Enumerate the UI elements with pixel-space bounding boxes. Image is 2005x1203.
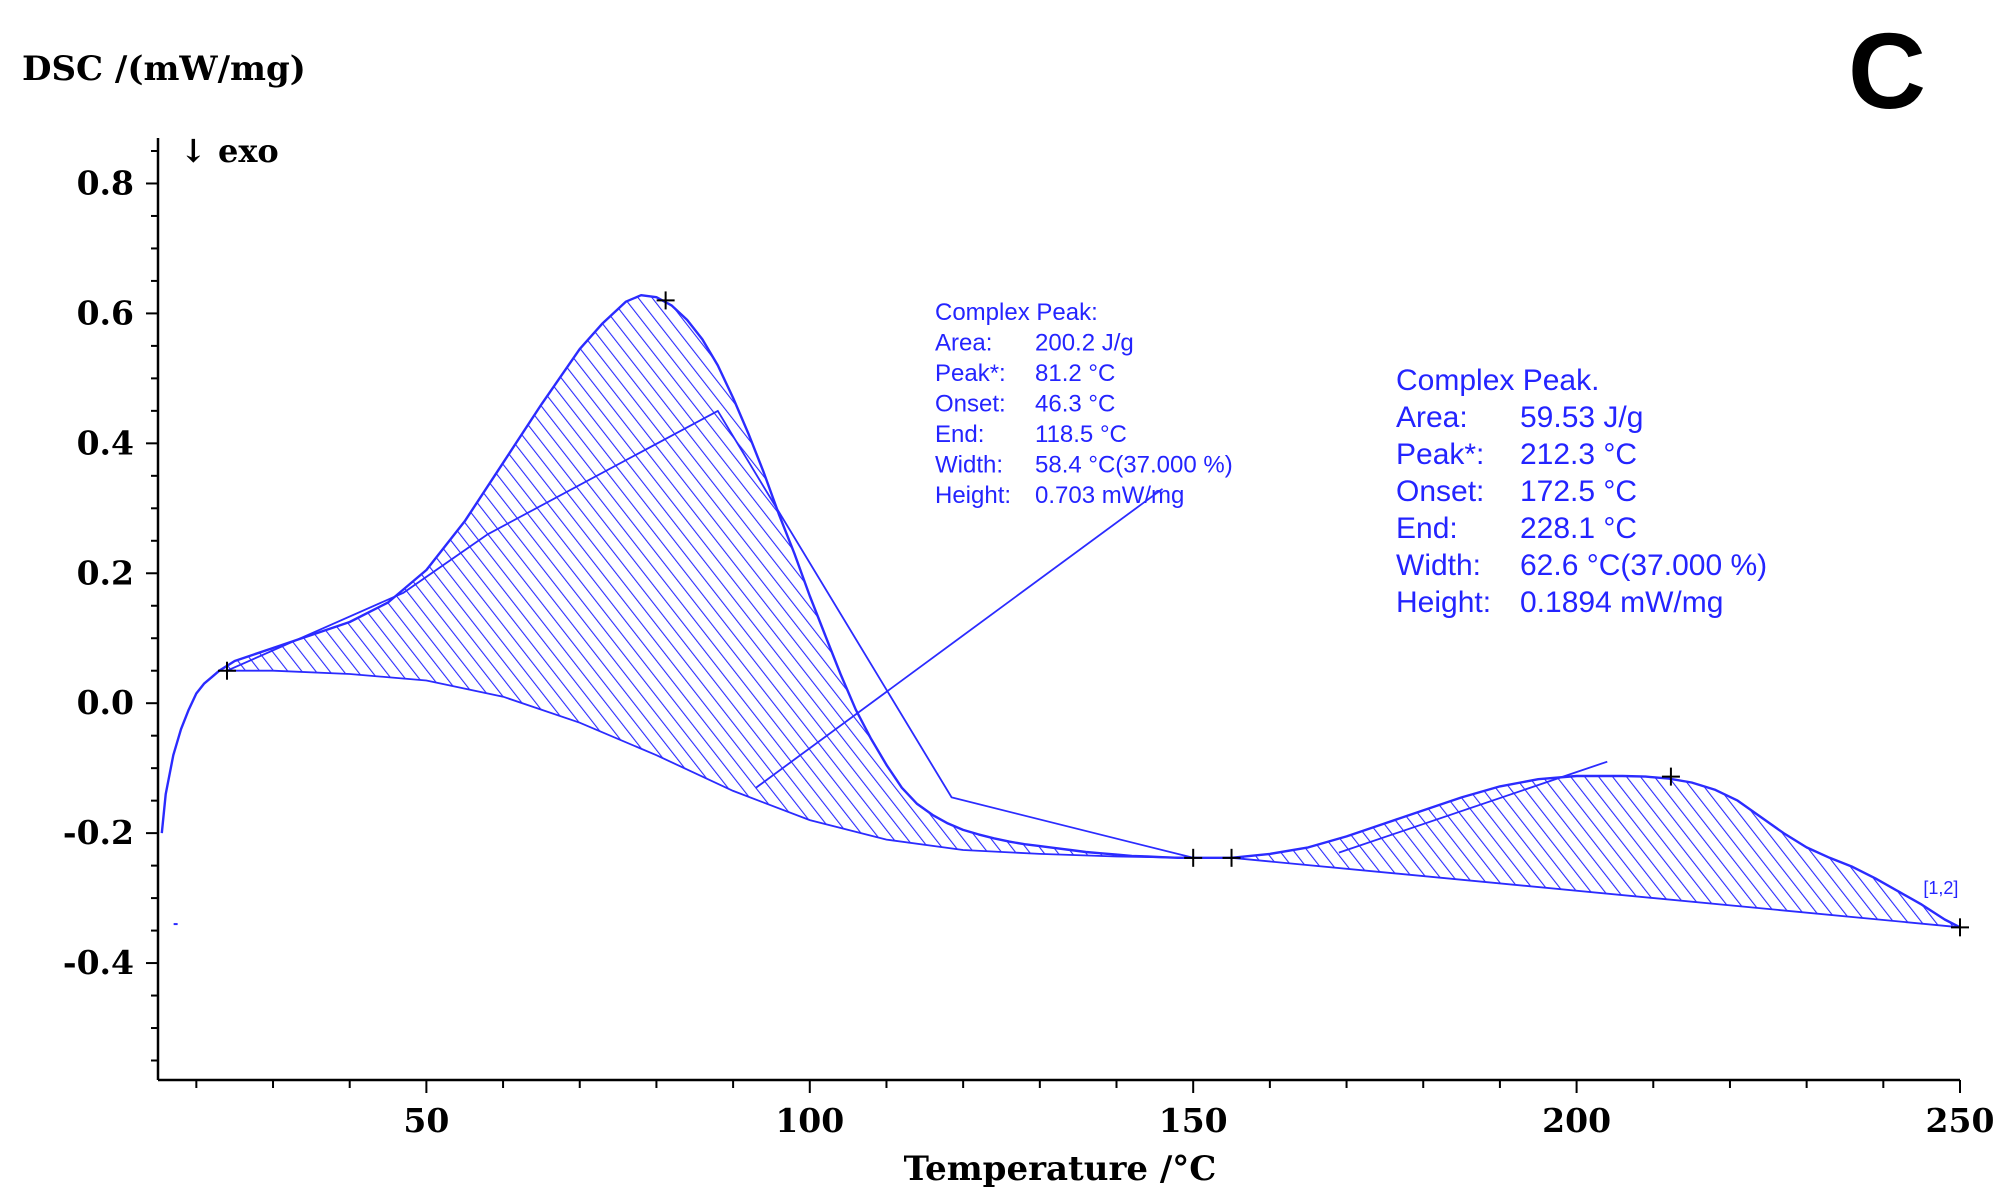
marker-peak-1-start [218, 661, 237, 680]
annotation-label: Onset: [935, 391, 1006, 418]
marker-peak-2-end [1951, 918, 1969, 937]
x-tick-label: 200 [1542, 1101, 1611, 1140]
annotation-value: 0.703 mW/mg [1035, 482, 1184, 509]
peak-markers [218, 291, 1969, 937]
annotation-label: Onset: [1396, 475, 1484, 508]
peak-annotations: Complex Peak: Area: 200.2 J/g Peak*: 81.2 °C… [755, 299, 1958, 898]
annotation-label: End: [935, 421, 984, 448]
x-axis-title: Temperature /°C [904, 1149, 1217, 1189]
exo-direction-label: ↓ exo [180, 132, 279, 170]
y-tick-label: 0.2 [77, 553, 134, 592]
segment-label: [1,2] [1923, 878, 1958, 898]
y-axis-title: DSC /(mW/mg) [22, 49, 306, 89]
annotation-value: 228.1 °C [1520, 512, 1637, 545]
baseline-2 [226, 409, 1194, 859]
annotation-value: 46.3 °C [1035, 391, 1115, 418]
complex-peak-1-block: Complex Peak: Area: 200.2 J/g Peak*: 81.2 °C… [755, 299, 1233, 789]
marker-peak-2-start [1222, 848, 1241, 867]
y-tick-label: 0.0 [77, 683, 134, 722]
y-tick-label: 0.8 [77, 163, 134, 202]
x-tick-label: 50 [403, 1101, 449, 1140]
annotation-label: Complex Peak: [935, 299, 1098, 326]
panel-label: C [1848, 10, 1926, 131]
y-tick-label: 0.4 [77, 423, 134, 462]
baseline-3 [1231, 856, 1961, 929]
tick-labels: 50 100 150 200 250 0.8 0.6 0.4 0.2 0.0 -0.2 -0.4 [63, 163, 1995, 1140]
complex-peak-2-block: Complex Peak. Area: 59.53 J/g Peak*: 212.3 °… [1338, 364, 1767, 854]
complex-peak-2-leader [1338, 760, 1608, 854]
x-tick-label: 150 [1159, 1101, 1228, 1140]
annotation-label: Peak*: [1396, 438, 1484, 471]
annotation-label: Area: [935, 330, 992, 357]
x-tick-label: 100 [775, 1101, 844, 1140]
annotation-label: Peak*: [935, 360, 1006, 387]
marker-peak-2-max [1661, 767, 1680, 786]
annotation-value: 58.4 °C(37.000 %) [1035, 452, 1233, 479]
annotation-label: Height: [1396, 586, 1491, 619]
complex-peak-1-leader [755, 488, 1164, 789]
y-tick-label: -0.4 [63, 943, 134, 982]
x-tick-label: 250 [1926, 1101, 1995, 1140]
annotation-value: 62.6 °C(37.000 %) [1520, 549, 1767, 582]
annotation-label: Complex Peak. [1396, 364, 1599, 397]
axes [156, 138, 1960, 1082]
annotation-label: Area: [1396, 401, 1468, 434]
baseline-1 [227, 669, 1194, 859]
annotation-label: Width: [935, 452, 1003, 479]
dsc-curve [160, 294, 1961, 929]
annotation-value: 212.3 °C [1520, 438, 1637, 471]
annotation-value: 200.2 J/g [1035, 330, 1134, 357]
annotation-value: 81.2 °C [1035, 360, 1115, 387]
annotation-label: End: [1396, 512, 1458, 545]
annotation-label: Width: [1396, 549, 1481, 582]
annotation-value: 59.53 J/g [1520, 401, 1643, 434]
marker-peak-1-max [656, 291, 675, 310]
marker-peak-1-end [1184, 848, 1203, 867]
annotation-value: 172.5 °C [1520, 475, 1637, 508]
shaded-area-1 [227, 295, 1194, 858]
annotation-label: Height: [935, 482, 1011, 509]
curves [160, 294, 1961, 929]
y-tick-label: -0.2 [63, 813, 134, 852]
annotation-value: 118.5 °C [1035, 421, 1127, 448]
tick-marks [146, 149, 1961, 1093]
y-tick-label: 0.6 [77, 293, 134, 332]
annotation-value: 0.1894 mW/mg [1520, 586, 1723, 619]
